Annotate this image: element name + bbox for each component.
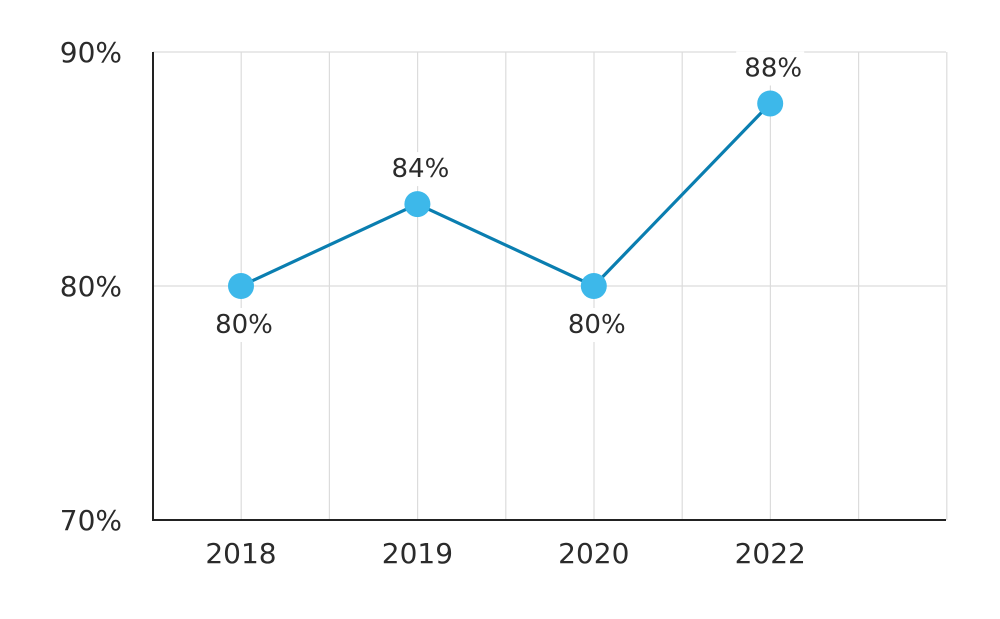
data-label-background <box>383 152 452 187</box>
data-label: 80% <box>568 310 626 340</box>
series-line-group <box>239 101 772 288</box>
x-tick-label: 2022 <box>735 537 806 570</box>
y-tick-label: 90% <box>60 36 122 69</box>
axes <box>152 52 946 521</box>
data-point <box>404 191 431 218</box>
x-tick-labels: 2018 2019 2020 2022 <box>205 537 805 570</box>
data-labels: 80% 84% 80% 88% <box>207 51 805 342</box>
y-tick-label: 80% <box>60 270 122 303</box>
data-label-background <box>559 308 628 342</box>
data-point <box>580 273 607 299</box>
data-label-background <box>736 51 805 86</box>
data-label: 80% <box>215 310 273 340</box>
x-tick-label: 2018 <box>205 537 276 570</box>
data-label-background <box>207 308 275 342</box>
grid-lines <box>153 51 948 520</box>
x-tick-label: 2019 <box>382 537 453 570</box>
y-tick-label: 70% <box>60 504 122 537</box>
point-markers <box>228 90 784 299</box>
series-line <box>239 101 772 288</box>
data-point <box>757 90 784 117</box>
data-label: 88% <box>744 53 802 83</box>
y-tick-labels: 70% 80% 90% <box>60 36 122 537</box>
x-tick-label: 2020 <box>558 537 629 570</box>
data-point <box>228 273 254 299</box>
data-label: 84% <box>392 154 450 184</box>
